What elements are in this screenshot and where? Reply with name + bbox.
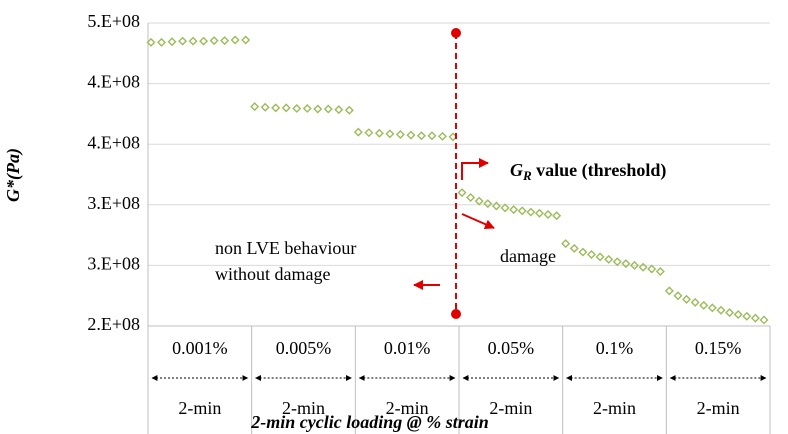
point [483, 199, 493, 209]
point [209, 36, 219, 46]
no-damage-label: without damage [215, 264, 330, 284]
point [353, 127, 363, 137]
duration-label: 2-min [178, 398, 221, 418]
point [466, 193, 476, 203]
point [526, 207, 536, 217]
point [673, 291, 683, 301]
point [759, 315, 769, 325]
threshold-label: GR value (threshold) [510, 160, 666, 183]
point [578, 247, 588, 257]
y-tick-label: 2.E+08 [87, 314, 140, 334]
point [509, 205, 519, 215]
point [586, 250, 596, 259]
x-axis-label: 2-min cyclic loading @ % strain [250, 412, 488, 432]
no-damage-label: non LVE behaviour [215, 238, 356, 258]
point [543, 210, 553, 219]
point [374, 128, 384, 138]
point [199, 36, 209, 46]
point [385, 129, 395, 139]
point [157, 37, 167, 47]
point [500, 203, 510, 213]
point [655, 266, 665, 276]
damage-arrow [461, 213, 495, 229]
threshold-symbol: G [510, 160, 523, 180]
y-tick-label: 3.E+08 [87, 254, 140, 274]
y-tick-label: 3.E+08 [87, 193, 140, 213]
group-label: 0.005% [276, 338, 332, 358]
point [621, 259, 631, 269]
group-label: 0.1% [596, 338, 634, 358]
point [281, 103, 291, 113]
point [250, 102, 260, 112]
duration-label: 2-min [593, 398, 636, 418]
point [638, 262, 648, 272]
y-tick-label: 5.E+08 [87, 11, 140, 31]
y-tick-label: 4.E+08 [87, 132, 140, 152]
point [241, 35, 251, 45]
group-label: 0.01% [384, 338, 431, 358]
duration-label: 2-min [697, 398, 740, 418]
point [552, 211, 562, 221]
point [682, 294, 692, 304]
point [457, 188, 467, 198]
threshold-text: value (threshold) [532, 160, 667, 181]
threshold-arrow [461, 158, 489, 180]
point [416, 131, 426, 141]
threshold-dot [451, 28, 461, 38]
duration-label: 2-min [282, 398, 325, 418]
point [699, 300, 709, 310]
point [561, 239, 571, 249]
point [647, 264, 657, 274]
point [604, 254, 614, 264]
point [690, 297, 700, 307]
point [517, 206, 527, 216]
point [733, 309, 743, 319]
point [395, 130, 405, 139]
point [260, 102, 270, 112]
point [220, 36, 230, 46]
point [630, 260, 640, 270]
point [323, 104, 333, 114]
point [474, 196, 484, 206]
point [313, 104, 323, 114]
point [534, 208, 544, 218]
point [188, 36, 198, 46]
point [167, 37, 177, 47]
point [146, 37, 156, 47]
point [569, 243, 579, 253]
point [364, 128, 374, 138]
point [437, 131, 447, 141]
point [271, 103, 281, 113]
threshold-subscript: R [522, 168, 532, 183]
y-tick-label: 4.E+08 [87, 72, 140, 92]
point [427, 131, 437, 141]
point [292, 103, 302, 113]
point [595, 252, 605, 262]
damage-label: damage [500, 246, 556, 266]
point [302, 103, 312, 113]
point [406, 130, 416, 140]
duration-label: 2-min [489, 398, 532, 418]
point [742, 311, 752, 321]
point [664, 286, 674, 296]
point [750, 313, 760, 323]
group-label: 0.05% [488, 338, 535, 358]
point [716, 305, 726, 315]
duration-label: 2-min [386, 398, 429, 418]
point [707, 303, 717, 313]
point [725, 308, 735, 318]
point [612, 257, 622, 267]
group-label: 0.001% [172, 338, 228, 358]
threshold-dot [451, 309, 461, 319]
y-axis-label: G*(Pa) [3, 148, 24, 202]
point [491, 201, 501, 211]
point [178, 36, 188, 46]
point [334, 105, 344, 115]
point [230, 35, 240, 45]
group-label: 0.15% [695, 338, 742, 358]
point [344, 105, 354, 115]
